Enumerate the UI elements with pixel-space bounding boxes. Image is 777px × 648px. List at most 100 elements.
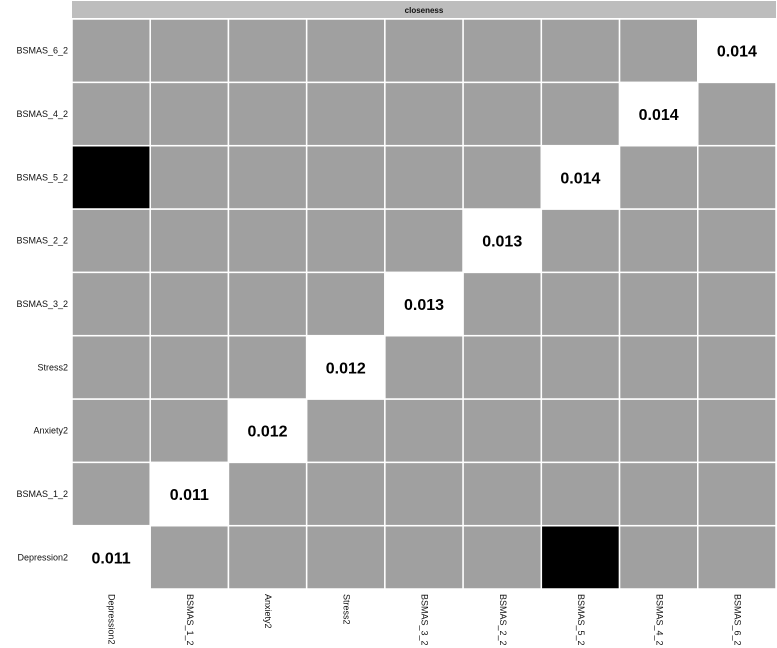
heatmap-cell-Depression2-BSMAS_1_2 bbox=[149, 524, 230, 590]
heatmap-cell-Anxiety2-BSMAS_3_2 bbox=[384, 398, 464, 464]
heatmap-cell-BSMAS_1_2-BSMAS_6_2 bbox=[697, 461, 777, 527]
heatmap-cell-Stress2-BSMAS_2_2 bbox=[462, 334, 543, 400]
y-axis-labels: Depression2 BSMAS_1_2 Anxiety2 Stress2 BSMAS… bbox=[16, 46, 68, 563]
heatmap-cell-BSMAS_2_2-Depression2 bbox=[71, 208, 151, 274]
heatmap-cell-BSMAS_6_2-BSMAS_5_2 bbox=[540, 18, 621, 84]
heatmap-cell-BSMAS_3_2-BSMAS_2_2 bbox=[462, 271, 543, 337]
heatmap-cell-Anxiety2-BSMAS_1_2 bbox=[149, 398, 230, 464]
heatmap-cell-Anxiety2-BSMAS_5_2 bbox=[540, 398, 621, 464]
heatmap-cell-Anxiety2-BSMAS_6_2 bbox=[697, 398, 777, 464]
heatmap-cell-Depression2-BSMAS_6_2 bbox=[697, 524, 777, 590]
y-tick-label: Anxiety2 bbox=[33, 426, 68, 436]
heatmap-cell-BSMAS_2_2-BSMAS_1_2 bbox=[149, 208, 230, 274]
heatmap-cell-BSMAS_1_2-Depression2 bbox=[71, 461, 151, 527]
heatmap-cell-BSMAS_2_2-Stress2 bbox=[305, 208, 386, 274]
heatmap-cell-BSMAS_4_2-BSMAS_5_2 bbox=[540, 81, 621, 147]
heatmap-cell-BSMAS_4_2-BSMAS_6_2 bbox=[697, 81, 777, 147]
heatmap-cell-Depression2-BSMAS_2_2 bbox=[462, 524, 543, 590]
x-axis-labels: Depression2 BSMAS_1_2 Anxiety2 Stress2 BSMAS… bbox=[107, 594, 743, 646]
heatmap-cell-BSMAS_2_2-BSMAS_4_2 bbox=[618, 208, 699, 274]
heatmap-cell-BSMAS_1_2-BSMAS_3_2 bbox=[384, 461, 464, 527]
cell-value-BSMAS_2_2: 0.013 bbox=[482, 234, 522, 251]
heatmap-cell-Depression2-BSMAS_5_2 bbox=[540, 524, 621, 590]
heatmap-cell-BSMAS_6_2-BSMAS_2_2 bbox=[462, 18, 543, 84]
heatmap-cell-Stress2-BSMAS_4_2 bbox=[618, 334, 699, 400]
heatmap-cell-BSMAS_6_2-Depression2 bbox=[71, 18, 151, 84]
heatmap-cell-BSMAS_1_2-Anxiety2 bbox=[227, 461, 308, 527]
heatmap-cell-BSMAS_3_2-Depression2 bbox=[71, 271, 151, 337]
heatmap-cells bbox=[71, 18, 777, 590]
heatmap-cell-Anxiety2-Stress2 bbox=[305, 398, 386, 464]
heatmap-cell-BSMAS_6_2-Stress2 bbox=[305, 18, 386, 84]
heatmap-cell-Anxiety2-BSMAS_2_2 bbox=[462, 398, 543, 464]
heatmap-cell-BSMAS_6_2-BSMAS_3_2 bbox=[384, 18, 464, 84]
heatmap-cell-BSMAS_2_2-BSMAS_6_2 bbox=[697, 208, 777, 274]
heatmap-cell-Stress2-Anxiety2 bbox=[227, 334, 308, 400]
facet-strip: closeness bbox=[72, 1, 776, 18]
heatmap-cell-BSMAS_6_2-BSMAS_6_2 bbox=[697, 18, 777, 84]
heatmap-cell-BSMAS_4_2-Stress2 bbox=[305, 81, 386, 147]
x-tick-label: Anxiety2 bbox=[263, 594, 273, 629]
heatmap-cell-Depression2-BSMAS_4_2 bbox=[618, 524, 699, 590]
y-tick-label: Stress2 bbox=[37, 362, 68, 372]
heatmap-cell-BSMAS_1_2-BSMAS_1_2 bbox=[149, 461, 230, 527]
heatmap-cell-BSMAS_3_2-BSMAS_6_2 bbox=[697, 271, 777, 337]
cell-value-labels: 0.011 0.011 0.012 0.012 0.013 0.013 0.014 0.014… bbox=[92, 44, 757, 568]
x-tick-label: BSMAS_3_2 bbox=[420, 594, 430, 646]
cell-value-Stress2: 0.012 bbox=[326, 360, 366, 377]
heatmap-cell-Stress2-BSMAS_3_2 bbox=[384, 334, 464, 400]
heatmap-cell-BSMAS_5_2-BSMAS_4_2 bbox=[618, 144, 699, 210]
heatmap-cell-BSMAS_4_2-BSMAS_2_2 bbox=[462, 81, 543, 147]
heatmap-cell-Stress2-Stress2 bbox=[305, 334, 386, 400]
heatmap-cell-BSMAS_5_2-Anxiety2 bbox=[227, 144, 308, 210]
cell-value-BSMAS_3_2: 0.013 bbox=[404, 297, 444, 314]
heatmap-cell-BSMAS_2_2-BSMAS_5_2 bbox=[540, 208, 621, 274]
heatmap-cell-Stress2-BSMAS_6_2 bbox=[697, 334, 777, 400]
heatmap-cell-Stress2-Depression2 bbox=[71, 334, 151, 400]
heatmap-cell-BSMAS_2_2-BSMAS_2_2 bbox=[462, 208, 543, 274]
x-tick-label: Stress2 bbox=[341, 594, 351, 625]
y-tick-label: BSMAS_5_2 bbox=[16, 172, 68, 182]
heatmap-cell-Depression2-Anxiety2 bbox=[227, 524, 308, 590]
heatmap-cell-BSMAS_3_2-Anxiety2 bbox=[227, 271, 308, 337]
heatmap-cell-BSMAS_3_2-BSMAS_3_2 bbox=[384, 271, 464, 337]
heatmap-cell-BSMAS_3_2-Stress2 bbox=[305, 271, 386, 337]
y-tick-label: BSMAS_1_2 bbox=[16, 489, 68, 499]
heatmap-cell-BSMAS_2_2-Anxiety2 bbox=[227, 208, 308, 274]
x-tick-label: BSMAS_4_2 bbox=[654, 594, 664, 646]
heatmap-cell-BSMAS_2_2-BSMAS_3_2 bbox=[384, 208, 464, 274]
heatmap-cell-BSMAS_5_2-BSMAS_1_2 bbox=[149, 144, 230, 210]
heatmap-cell-BSMAS_3_2-BSMAS_5_2 bbox=[540, 271, 621, 337]
x-tick-label: BSMAS_6_2 bbox=[733, 594, 743, 646]
heatmap-cell-BSMAS_6_2-BSMAS_1_2 bbox=[149, 18, 230, 84]
heatmap-cell-Depression2-Stress2 bbox=[305, 524, 386, 590]
heatmap-cell-Anxiety2-Depression2 bbox=[71, 398, 151, 464]
heatmap-cell-BSMAS_5_2-BSMAS_2_2 bbox=[462, 144, 543, 210]
heatmap-cell-BSMAS_4_2-Anxiety2 bbox=[227, 81, 308, 147]
heatmap-cell-BSMAS_5_2-Depression2 bbox=[71, 144, 151, 210]
y-tick-label: BSMAS_3_2 bbox=[16, 299, 68, 309]
heatmap-cell-BSMAS_1_2-BSMAS_4_2 bbox=[618, 461, 699, 527]
heatmap-cell-BSMAS_1_2-Stress2 bbox=[305, 461, 386, 527]
y-tick-label: BSMAS_2_2 bbox=[16, 236, 68, 246]
cell-value-BSMAS_4_2: 0.014 bbox=[639, 107, 679, 124]
x-tick-label: BSMAS_5_2 bbox=[576, 594, 586, 646]
y-tick-label: BSMAS_4_2 bbox=[16, 109, 68, 119]
heatmap-cell-BSMAS_5_2-Stress2 bbox=[305, 144, 386, 210]
heatmap-cell-BSMAS_3_2-BSMAS_4_2 bbox=[618, 271, 699, 337]
heatmap-cell-Stress2-BSMAS_5_2 bbox=[540, 334, 621, 400]
heatmap-cell-BSMAS_1_2-BSMAS_5_2 bbox=[540, 461, 621, 527]
cell-value-BSMAS_6_2: 0.014 bbox=[717, 44, 757, 61]
heatmap-cell-Anxiety2-BSMAS_4_2 bbox=[618, 398, 699, 464]
heatmap-cell-Depression2-BSMAS_3_2 bbox=[384, 524, 464, 590]
cell-value-Anxiety2: 0.012 bbox=[248, 424, 288, 441]
heatmap-cell-BSMAS_4_2-BSMAS_4_2 bbox=[618, 81, 699, 147]
heatmap-cell-BSMAS_4_2-Depression2 bbox=[71, 81, 151, 147]
heatmap-cell-BSMAS_4_2-BSMAS_3_2 bbox=[384, 81, 464, 147]
x-tick-label: Depression2 bbox=[107, 594, 117, 645]
cell-value-Depression2: 0.011 bbox=[92, 550, 131, 567]
x-tick-label: BSMAS_1_2 bbox=[185, 594, 195, 646]
heatmap-cell-BSMAS_6_2-BSMAS_4_2 bbox=[618, 18, 699, 84]
heatmap-cell-BSMAS_5_2-BSMAS_6_2 bbox=[697, 144, 777, 210]
